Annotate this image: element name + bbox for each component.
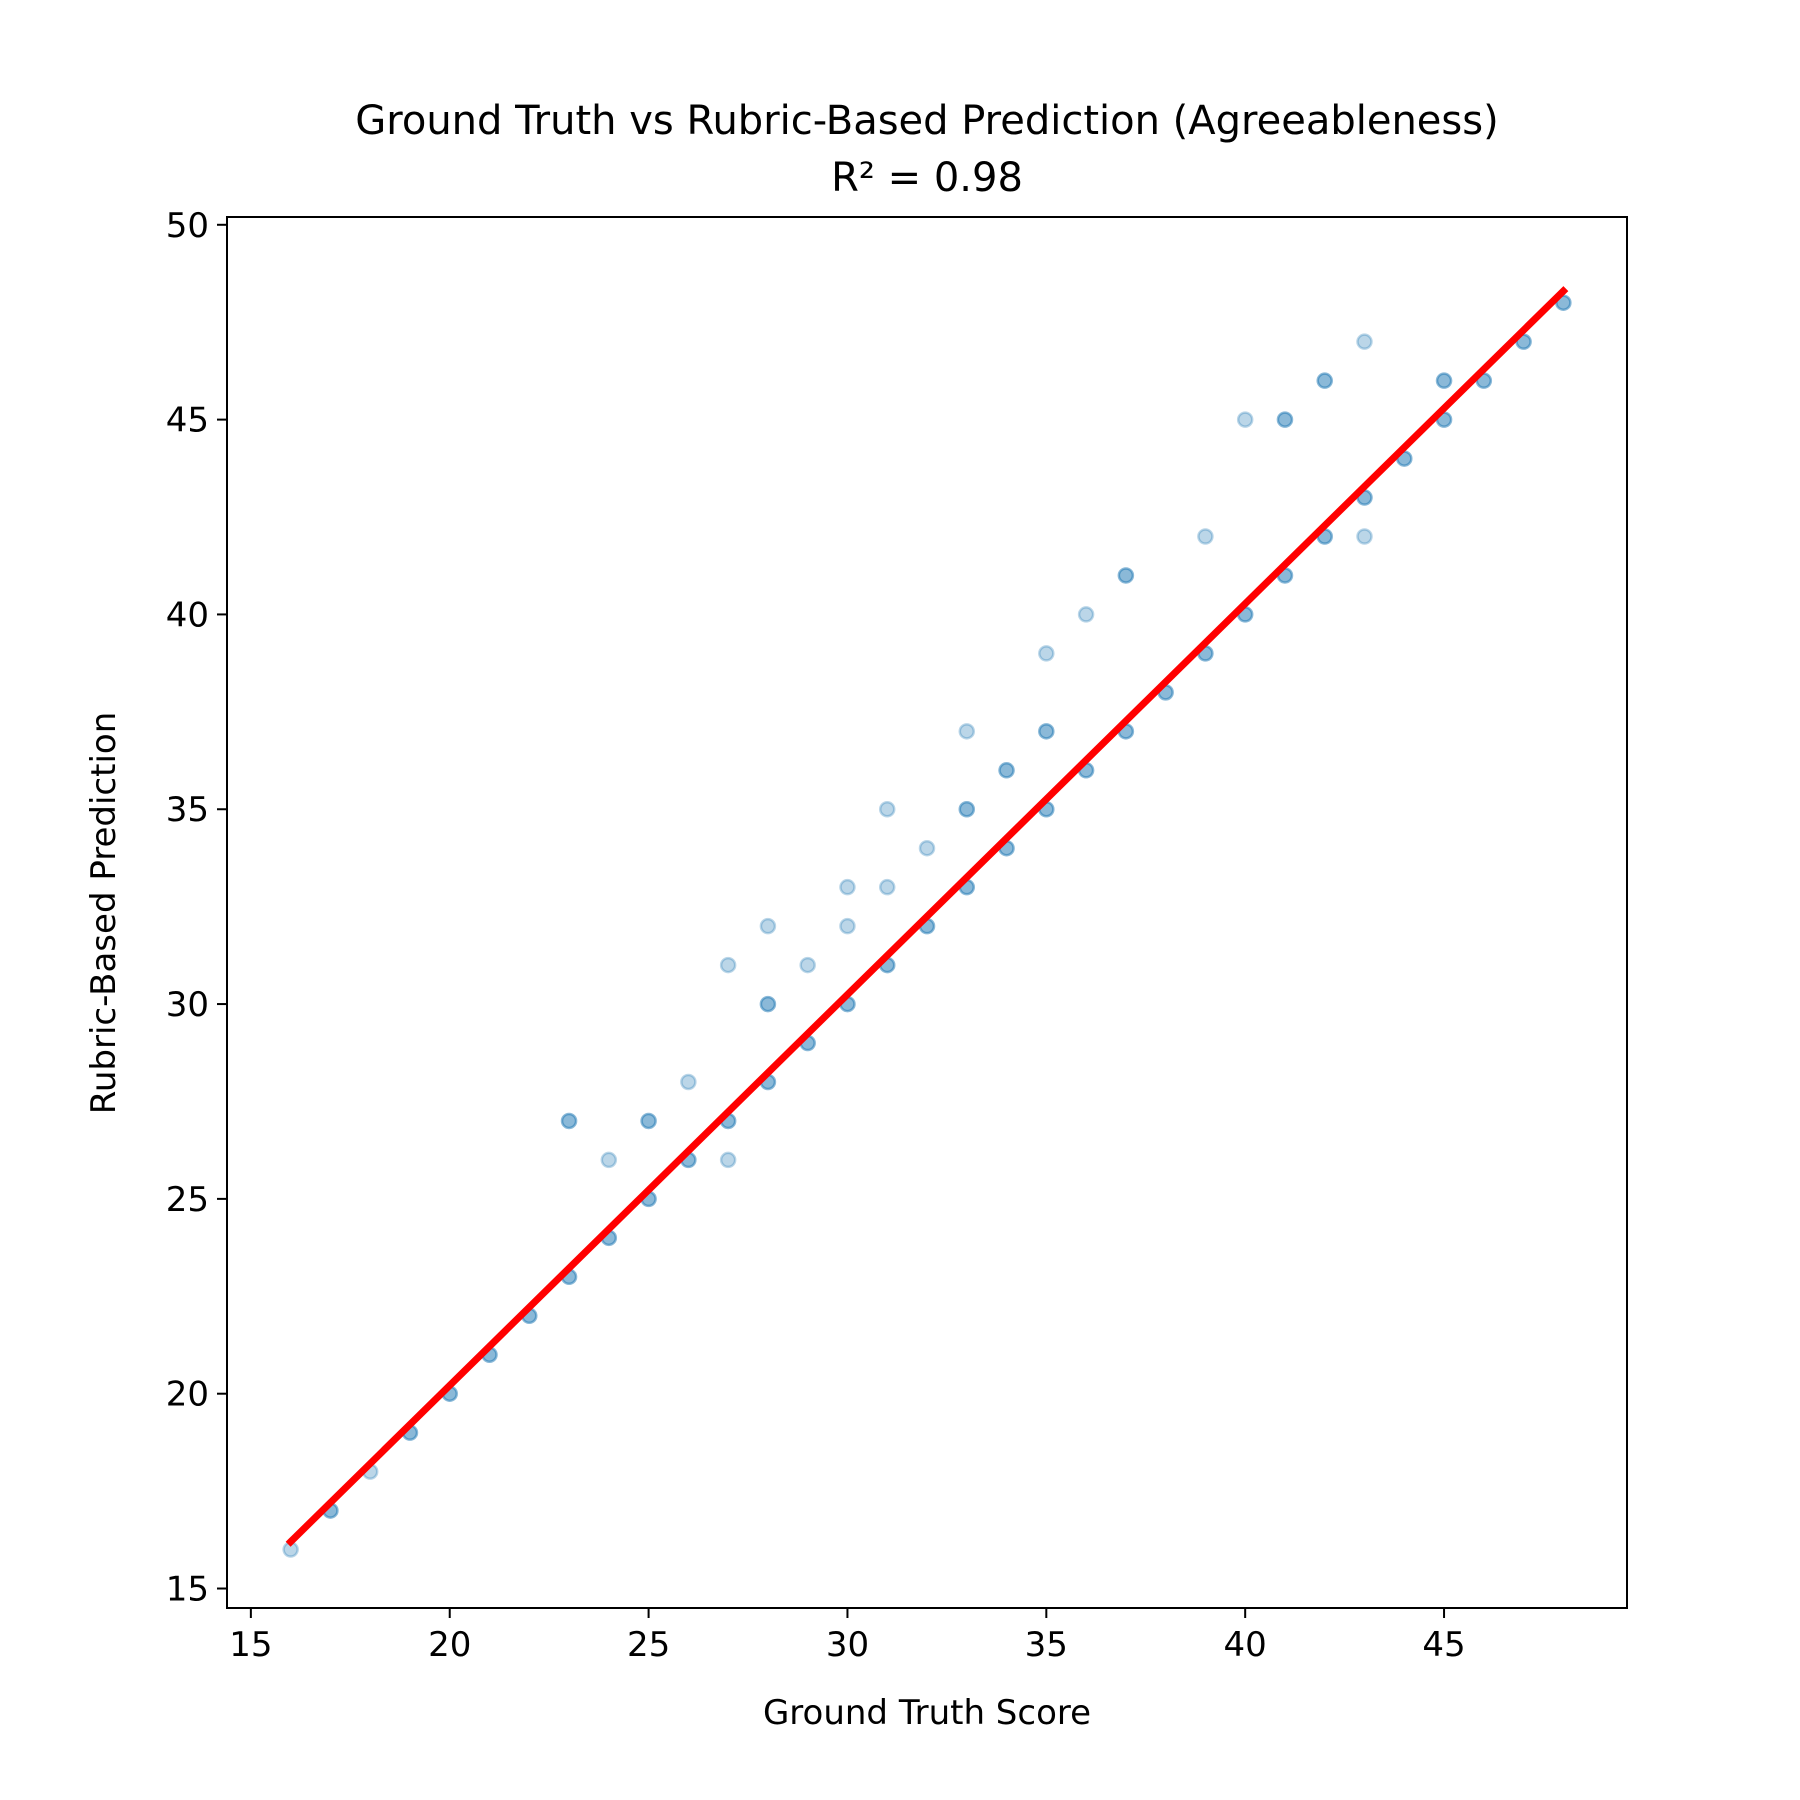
data-point	[1236, 411, 1254, 428]
data-point	[640, 1112, 657, 1130]
y-tick-label: 15	[166, 1570, 209, 1610]
data-point	[998, 762, 1015, 779]
x-axis-ticks: 15 20 25 30 35 40 45	[229, 1608, 1466, 1665]
y-tick-label: 20	[166, 1375, 209, 1415]
y-axis-ticks: 15 20 25 30 35 40 45 50	[166, 206, 227, 1610]
data-point	[958, 723, 976, 740]
fit-line-layer	[285, 286, 1569, 1547]
x-tick-label: 45	[1422, 1625, 1465, 1665]
data-point	[1077, 606, 1095, 623]
data-point	[1356, 528, 1373, 545]
data-point	[680, 1073, 697, 1091]
x-tick-label: 35	[1025, 1625, 1068, 1665]
y-tick-label: 25	[166, 1180, 209, 1220]
data-point	[759, 995, 777, 1013]
data-point	[1038, 723, 1055, 740]
y-axis-label: Rubric-Based Prediction	[84, 712, 124, 1115]
chart-subtitle: R² = 0.98	[831, 155, 1023, 201]
data-point	[640, 1112, 657, 1130]
data-point	[1038, 723, 1055, 740]
data-point	[1356, 333, 1373, 350]
data-point	[918, 839, 936, 857]
data-point	[998, 762, 1015, 779]
data-point	[600, 1151, 618, 1169]
data-point	[1316, 372, 1333, 389]
data-point	[799, 956, 816, 974]
data-point	[1276, 411, 1294, 428]
data-point	[560, 1112, 578, 1130]
data-point	[958, 800, 976, 818]
x-tick-label: 15	[229, 1625, 272, 1665]
data-point	[719, 956, 737, 974]
y-tick-label: 35	[166, 790, 209, 830]
data-point	[1038, 645, 1055, 662]
chart-title: Ground Truth vs Rubric-Based Prediction …	[355, 98, 1498, 144]
data-points	[282, 294, 1572, 1558]
y-tick-label: 45	[166, 401, 209, 441]
data-point	[1435, 372, 1453, 389]
data-point	[1197, 528, 1214, 545]
y-tick-label: 30	[166, 985, 209, 1025]
plot-frame	[226, 216, 1628, 1609]
data-point	[1117, 567, 1135, 584]
data-point	[1276, 411, 1294, 428]
data-point	[878, 800, 896, 818]
data-point	[1117, 567, 1135, 584]
data-point	[839, 917, 856, 935]
x-tick-label: 40	[1224, 1625, 1267, 1665]
data-point	[560, 1112, 578, 1130]
y-tick-label: 50	[166, 206, 209, 246]
data-point	[759, 995, 777, 1013]
data-point	[958, 800, 976, 818]
x-tick-label: 25	[627, 1625, 670, 1665]
fit-line	[285, 286, 1569, 1547]
y-tick-label: 40	[166, 595, 209, 635]
data-point	[719, 1151, 737, 1169]
data-point	[878, 878, 896, 896]
data-point	[1435, 372, 1453, 389]
data-point	[1316, 372, 1333, 389]
x-tick-label: 30	[826, 1625, 869, 1665]
x-axis-label: Ground Truth Score	[763, 1693, 1091, 1733]
data-point	[759, 917, 777, 935]
x-tick-label: 20	[428, 1625, 471, 1665]
data-point	[839, 878, 856, 896]
